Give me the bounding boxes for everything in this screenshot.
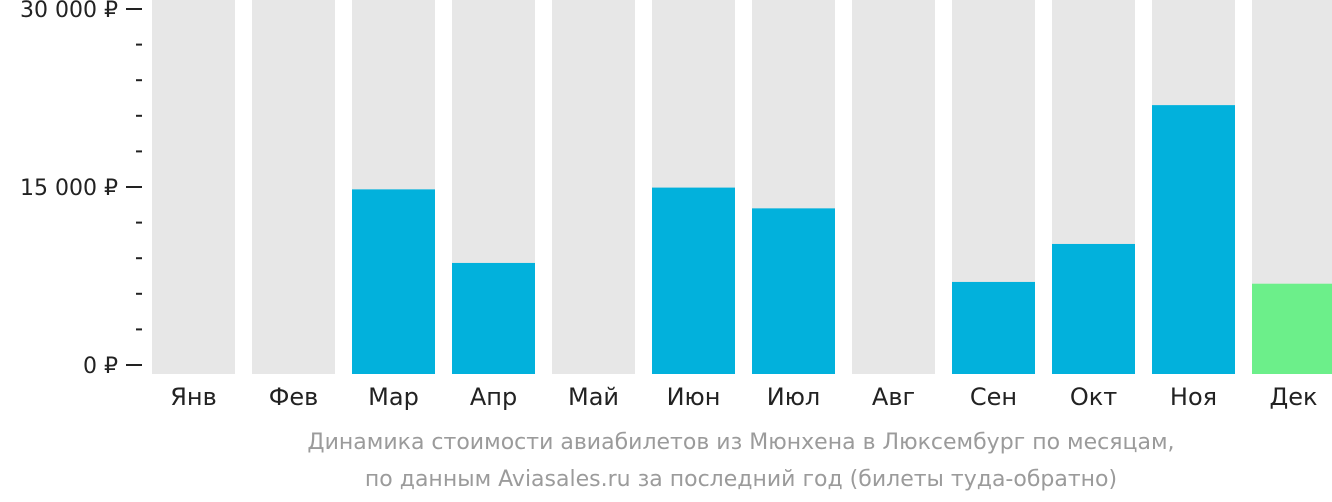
x-tick-label: Дек [1269, 383, 1317, 411]
x-tick-label: Окт [1070, 383, 1117, 411]
y-tick-label: 0 ₽ [83, 354, 118, 379]
x-tick-label: Сен [970, 383, 1017, 411]
y-tick-label: 15 000 ₽ [20, 176, 118, 201]
bar-7 [752, 208, 835, 374]
bar-3 [352, 189, 435, 374]
x-tick-label: Июн [667, 383, 721, 411]
x-tick-label: Мар [368, 383, 419, 411]
y-tick-label: 30 000 ₽ [20, 0, 118, 23]
chart-caption-line-1: Динамика стоимости авиабилетов из Мюнхен… [307, 430, 1175, 455]
x-tick-label: Янв [170, 383, 217, 411]
x-tick-label: Июл [767, 383, 821, 411]
bar-background-8 [852, 0, 935, 374]
bar-11 [1152, 105, 1235, 375]
bar-10 [1052, 243, 1135, 374]
bar-6 [652, 187, 735, 374]
bar-12 [1252, 283, 1332, 374]
chart-caption-line-2: по данным Aviasales.ru за последний год … [364, 467, 1118, 492]
bar-4 [452, 262, 535, 374]
x-tick-label: Апр [470, 383, 517, 411]
bar-background-1 [152, 0, 235, 374]
x-tick-label: Май [568, 383, 619, 411]
bar-background-5 [552, 0, 635, 374]
bar-background-2 [252, 0, 335, 374]
x-tick-label: Авг [872, 383, 915, 411]
bar-9 [952, 281, 1035, 374]
x-tick-label: Фев [269, 383, 319, 411]
x-tick-label: Ноя [1170, 383, 1217, 411]
